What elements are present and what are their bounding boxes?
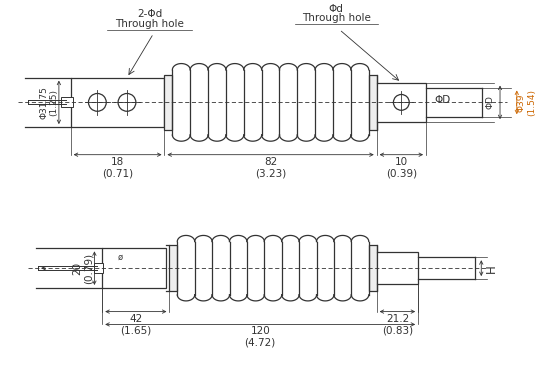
Text: 82
(3.23): 82 (3.23) [255,157,286,178]
Text: Φd: Φd [329,3,344,14]
Circle shape [118,94,136,111]
Text: Φ31.75
(1.25): Φ31.75 (1.25) [39,86,59,119]
Circle shape [88,94,106,111]
Bar [71,78,164,127]
Bar [376,83,426,122]
Text: ΦD: ΦD [486,96,495,109]
Bar [369,245,376,291]
Text: 20
(0.79): 20 (0.79) [72,253,93,284]
Bar [164,75,172,130]
Bar [376,252,418,284]
Circle shape [394,94,409,110]
Text: 10
(0.39): 10 (0.39) [386,157,417,178]
Text: H: H [485,264,498,272]
Text: Through hole: Through hole [302,14,370,24]
Text: 18
(0.71): 18 (0.71) [102,157,133,178]
Text: 42
(1.65): 42 (1.65) [120,313,151,335]
Bar [94,263,103,273]
Bar [61,98,73,107]
Text: 21.2
(0.83): 21.2 (0.83) [382,313,413,335]
Text: Φ39
(1.54): Φ39 (1.54) [517,89,537,116]
Bar [369,75,376,130]
Text: ø: ø [118,252,123,261]
Text: ΦD: ΦD [434,96,451,105]
Text: 120
(4.72): 120 (4.72) [245,326,276,348]
Bar [102,248,167,288]
Text: 2-Φd: 2-Φd [137,9,162,19]
Text: Through hole: Through hole [115,19,184,29]
Bar [169,245,177,291]
